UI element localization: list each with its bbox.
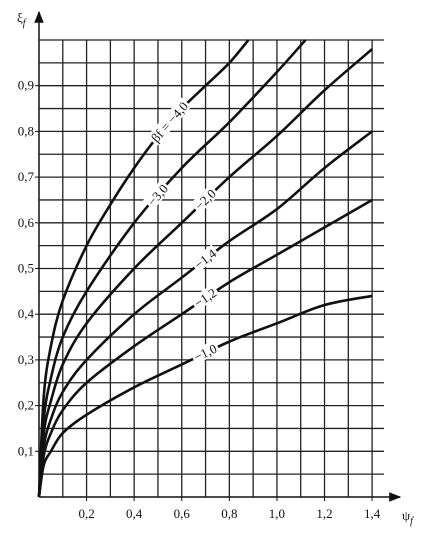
curve	[37, 39, 307, 498]
curve-label-bg	[142, 179, 172, 210]
curve-label-bg	[189, 244, 221, 273]
curve	[37, 294, 373, 498]
y-tick-label: 0,9	[18, 78, 34, 93]
x-tick-label: 0,2	[78, 506, 94, 521]
x-tick-label: 0,6	[174, 506, 191, 521]
y-tick-label: 0,7	[18, 169, 35, 184]
y-tick-label: 0,3	[18, 352, 34, 367]
curve-label: βf = −4,0	[148, 99, 191, 145]
x-tick-label: 1,0	[269, 506, 285, 521]
x-tick-label: 1,2	[316, 506, 332, 521]
curve-label-bg	[189, 283, 221, 311]
curve-label-bg	[146, 97, 192, 146]
y-tick-label: 0,6	[18, 215, 35, 230]
y-tick-label: 0,4	[18, 306, 35, 321]
y-tick-label: 0,1	[18, 443, 34, 458]
x-tick-label: 1,4	[364, 506, 381, 521]
curve	[37, 198, 373, 498]
x-tick-label: 0,4	[126, 506, 143, 521]
x-axis-label: ψf	[402, 508, 414, 527]
y-tick-label: 0,8	[18, 123, 34, 138]
curve-label-bg	[190, 184, 220, 214]
curve	[37, 130, 373, 498]
curve	[37, 39, 250, 498]
x-tick-label: 0,8	[221, 506, 237, 521]
y-axis-label: ξf	[17, 10, 27, 29]
y-tick-label: 0,5	[18, 261, 34, 276]
curve-label-bg	[189, 339, 221, 365]
y-tick-label: 0,2	[18, 398, 34, 413]
curve	[37, 48, 373, 498]
